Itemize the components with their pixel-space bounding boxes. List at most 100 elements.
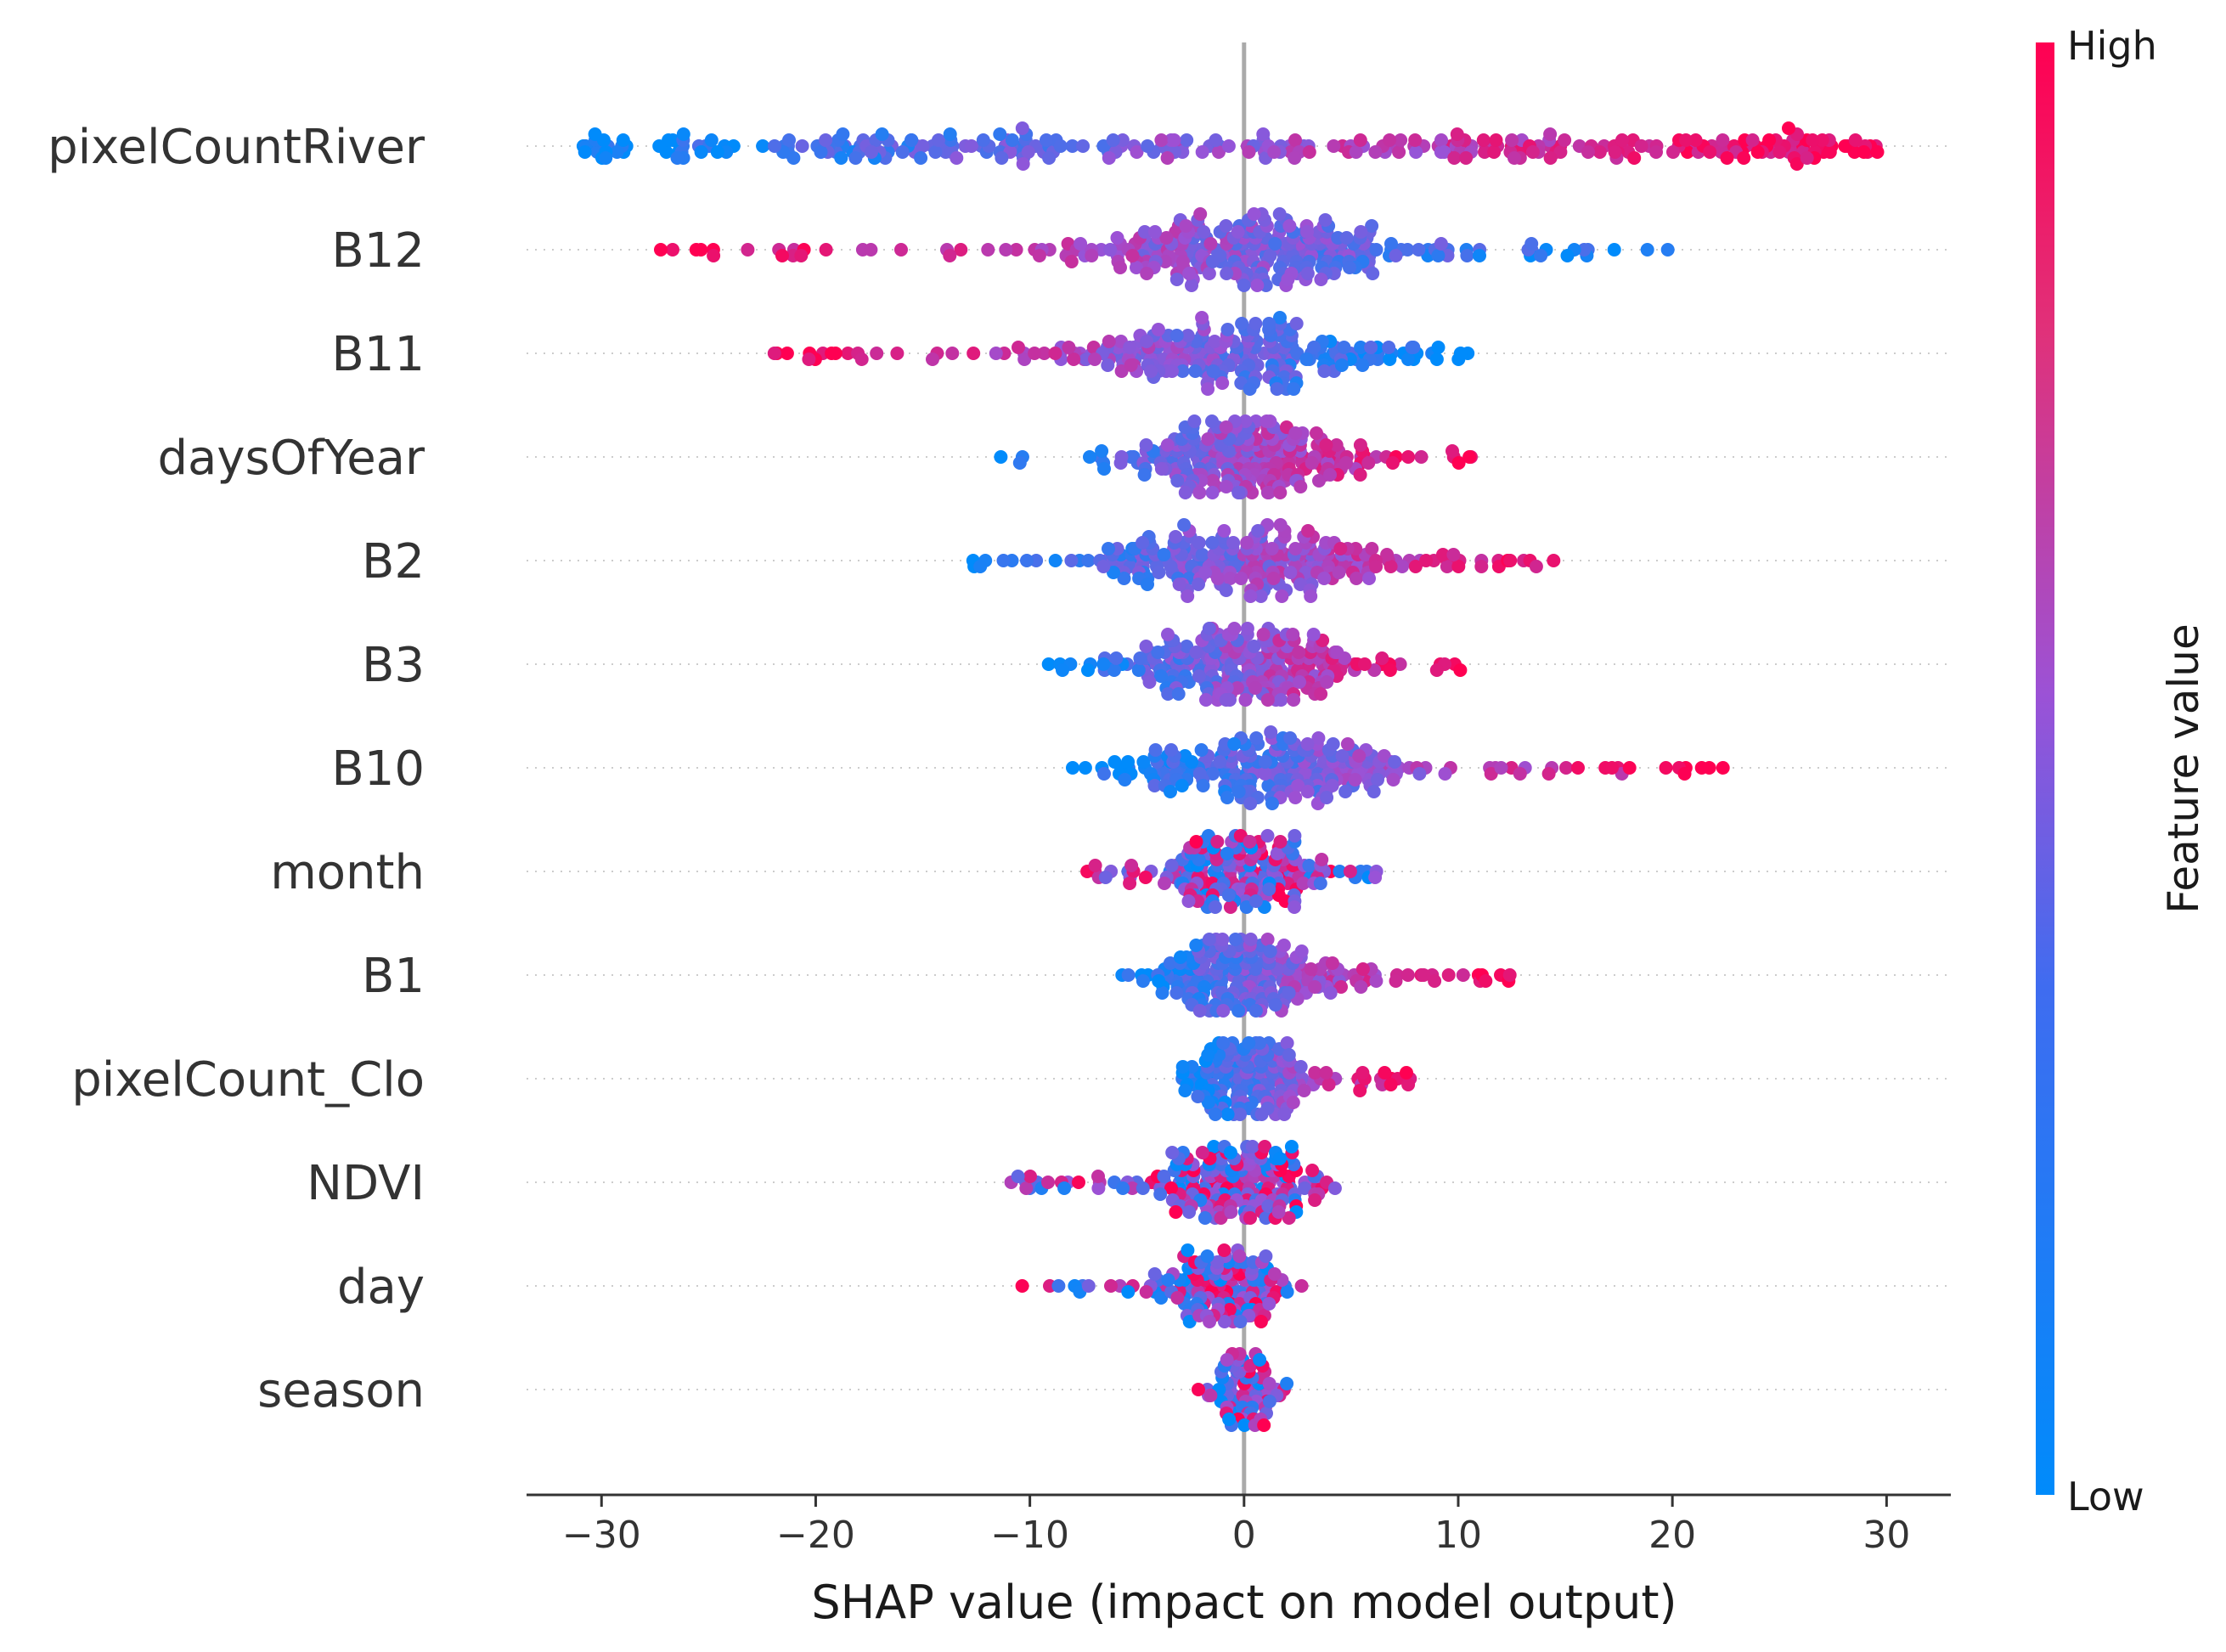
shap-point (786, 151, 801, 165)
shap-point (1164, 743, 1178, 757)
shap-point (1178, 486, 1192, 499)
shap-point (1355, 962, 1370, 976)
shap-point (1153, 669, 1168, 683)
shap-point (1136, 755, 1151, 769)
shap-point (1181, 894, 1196, 908)
feature-label: B10 (331, 741, 425, 797)
shap-point (1137, 468, 1152, 482)
x-tick-label: 0 (1232, 1514, 1256, 1557)
shap-point (1283, 566, 1298, 579)
shap-point (1032, 249, 1046, 262)
shap-point (1473, 249, 1486, 262)
shap-point (1081, 1279, 1096, 1293)
shap-point (794, 249, 809, 262)
shap-point (1231, 486, 1246, 499)
shap-point (1234, 572, 1248, 585)
shap-point (1216, 1036, 1231, 1050)
shap-point (1327, 1181, 1342, 1195)
shap-point (1355, 1066, 1370, 1080)
shap-point (1287, 693, 1301, 707)
x-tick-label: −10 (990, 1514, 1069, 1557)
shap-point (1823, 145, 1837, 159)
feature-label: season (257, 1363, 425, 1418)
shap-point (1214, 1211, 1228, 1225)
shap-point (676, 127, 690, 141)
shap-point (1431, 249, 1445, 262)
shap-point (1339, 456, 1353, 470)
shap-point (966, 347, 981, 360)
shap-point (1394, 133, 1408, 147)
shap-point (1315, 853, 1329, 866)
shap-point (1271, 1205, 1286, 1219)
shap-point (775, 249, 789, 262)
shap-point (904, 133, 918, 147)
shap-point (1258, 1140, 1272, 1153)
shap-point (1219, 480, 1233, 493)
shap-point (1056, 663, 1069, 677)
shap-point (1019, 1181, 1034, 1195)
shap-point (1174, 950, 1187, 964)
shap-point (1313, 877, 1327, 890)
shap-point (1164, 1181, 1178, 1195)
shap-point (1365, 219, 1379, 233)
shap-point (1017, 352, 1032, 366)
shap-point (1198, 1211, 1212, 1225)
shap-point (1106, 133, 1120, 147)
shap-point (1203, 1315, 1217, 1328)
shap-point (689, 243, 703, 257)
shap-point (1607, 243, 1621, 257)
shap-point (864, 243, 878, 257)
shap-point (932, 133, 945, 147)
shap-point (1428, 974, 1442, 988)
shap-point (1308, 1193, 1322, 1207)
shap-point (1198, 566, 1213, 579)
shap-point (1249, 731, 1264, 745)
shap-point (1273, 486, 1288, 499)
shap-point (1081, 663, 1095, 677)
shap-point (1224, 1205, 1238, 1219)
shap-point (1368, 871, 1383, 884)
shap-point (1297, 1084, 1311, 1097)
shap-point (1243, 933, 1258, 946)
shap-point (1272, 207, 1287, 221)
shap-point (1451, 560, 1466, 573)
shap-point (1507, 151, 1521, 165)
shap-point (1161, 1273, 1175, 1287)
shap-point (1388, 755, 1402, 769)
feature-label: day (337, 1260, 425, 1315)
shap-point (1503, 554, 1518, 567)
shap-point (1401, 352, 1415, 366)
shap-point (1311, 731, 1326, 745)
shap-point (1762, 133, 1777, 147)
shap-point (1703, 145, 1717, 159)
shap-point (1592, 145, 1607, 159)
shap-point (1096, 560, 1111, 573)
shap-point (1219, 693, 1233, 707)
shap-point (1165, 1146, 1180, 1159)
shap-point (1308, 1066, 1322, 1080)
shap-point (1408, 560, 1423, 573)
shap-point (1622, 761, 1637, 775)
shap-point (1634, 139, 1648, 153)
shap-point (1870, 145, 1885, 159)
shap-point (1195, 1146, 1209, 1159)
shap-point (1354, 341, 1368, 354)
shap-point (1348, 773, 1362, 787)
shap-point (1660, 243, 1675, 257)
shap-point (1389, 249, 1403, 262)
shap-point (1124, 358, 1138, 372)
shap-point (1384, 1078, 1398, 1091)
shap-point (1159, 231, 1174, 245)
shap-point (1154, 133, 1169, 147)
shap-point (1772, 145, 1787, 159)
shap-point (1185, 279, 1198, 292)
shap-point (1320, 675, 1334, 689)
shap-point (1275, 589, 1289, 603)
shap-point (1085, 249, 1099, 262)
shap-point (1260, 486, 1275, 499)
shap-point (1307, 341, 1321, 354)
shap-point (1083, 450, 1096, 464)
shap-point (1005, 133, 1019, 147)
shap-point (1329, 438, 1344, 452)
shap-point (1212, 145, 1226, 159)
